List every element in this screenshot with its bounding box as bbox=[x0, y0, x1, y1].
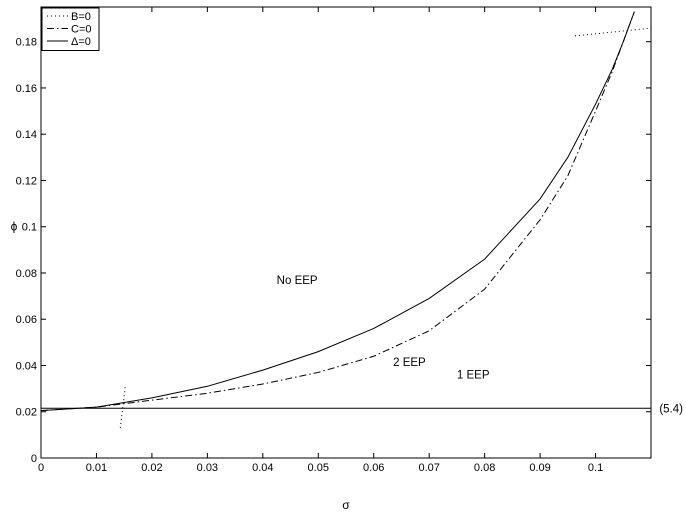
legend-entry: B=0 bbox=[71, 11, 91, 23]
x-tick-label: 0.09 bbox=[529, 462, 550, 474]
legend-entry: C=0 bbox=[71, 24, 92, 36]
annotations: No EEP 2 EEP 1 EEP (5.4) bbox=[277, 275, 683, 415]
y-tick-label: 0.18 bbox=[16, 37, 37, 49]
x-tick-label: 0.06 bbox=[363, 462, 384, 474]
legend-entry: Δ=0 bbox=[71, 36, 91, 48]
y-tick-label: 0.1 bbox=[22, 222, 37, 234]
y-tick-label: 0.14 bbox=[16, 129, 37, 141]
y-tick-label: 0.04 bbox=[16, 360, 37, 372]
y-tick-label: 0.12 bbox=[16, 175, 37, 187]
y-tick-label: 0.06 bbox=[16, 314, 37, 326]
y-tick-label: 0.16 bbox=[16, 83, 37, 95]
plot-lines bbox=[40, 11, 654, 428]
y-axis-label: ϕ bbox=[11, 220, 18, 234]
x-tick-label: 0.05 bbox=[308, 462, 329, 474]
plot-area-frame bbox=[40, 6, 652, 459]
annotation-label: (5.4) bbox=[659, 403, 683, 415]
x-tick-label: 0.01 bbox=[86, 462, 107, 474]
y-tick-label: 0.08 bbox=[16, 268, 37, 280]
x-tick-label: 0.02 bbox=[141, 462, 162, 474]
axis-ticks: 0 0.01 0.02 0.03 0.04 0.05 0.06 0.07 0.08 0.09 0.1… bbox=[16, 7, 651, 474]
series-line-0 bbox=[40, 11, 635, 412]
y-tick-label: 0 bbox=[31, 453, 37, 465]
x-tick-label: 0.08 bbox=[474, 462, 495, 474]
annotation-label: 1 EEP bbox=[457, 370, 490, 382]
y-tick-label: 0.02 bbox=[16, 407, 37, 419]
legend-box bbox=[41, 7, 100, 51]
series-line-b0-segment bbox=[119, 386, 126, 428]
x-tick-label: 0.1 bbox=[588, 462, 603, 474]
x-tick-label: 0.07 bbox=[418, 462, 439, 474]
x-tick-label: 0 bbox=[38, 462, 44, 474]
x-tick-label: 0.04 bbox=[252, 462, 273, 474]
x-tick-label: 0.03 bbox=[197, 462, 218, 474]
legend: B=0C=0Δ=0 bbox=[41, 7, 100, 51]
annotation-label: No EEP bbox=[277, 275, 318, 287]
x-axis-label: σ bbox=[342, 498, 350, 512]
annotation-label: 2 EEP bbox=[393, 357, 426, 369]
